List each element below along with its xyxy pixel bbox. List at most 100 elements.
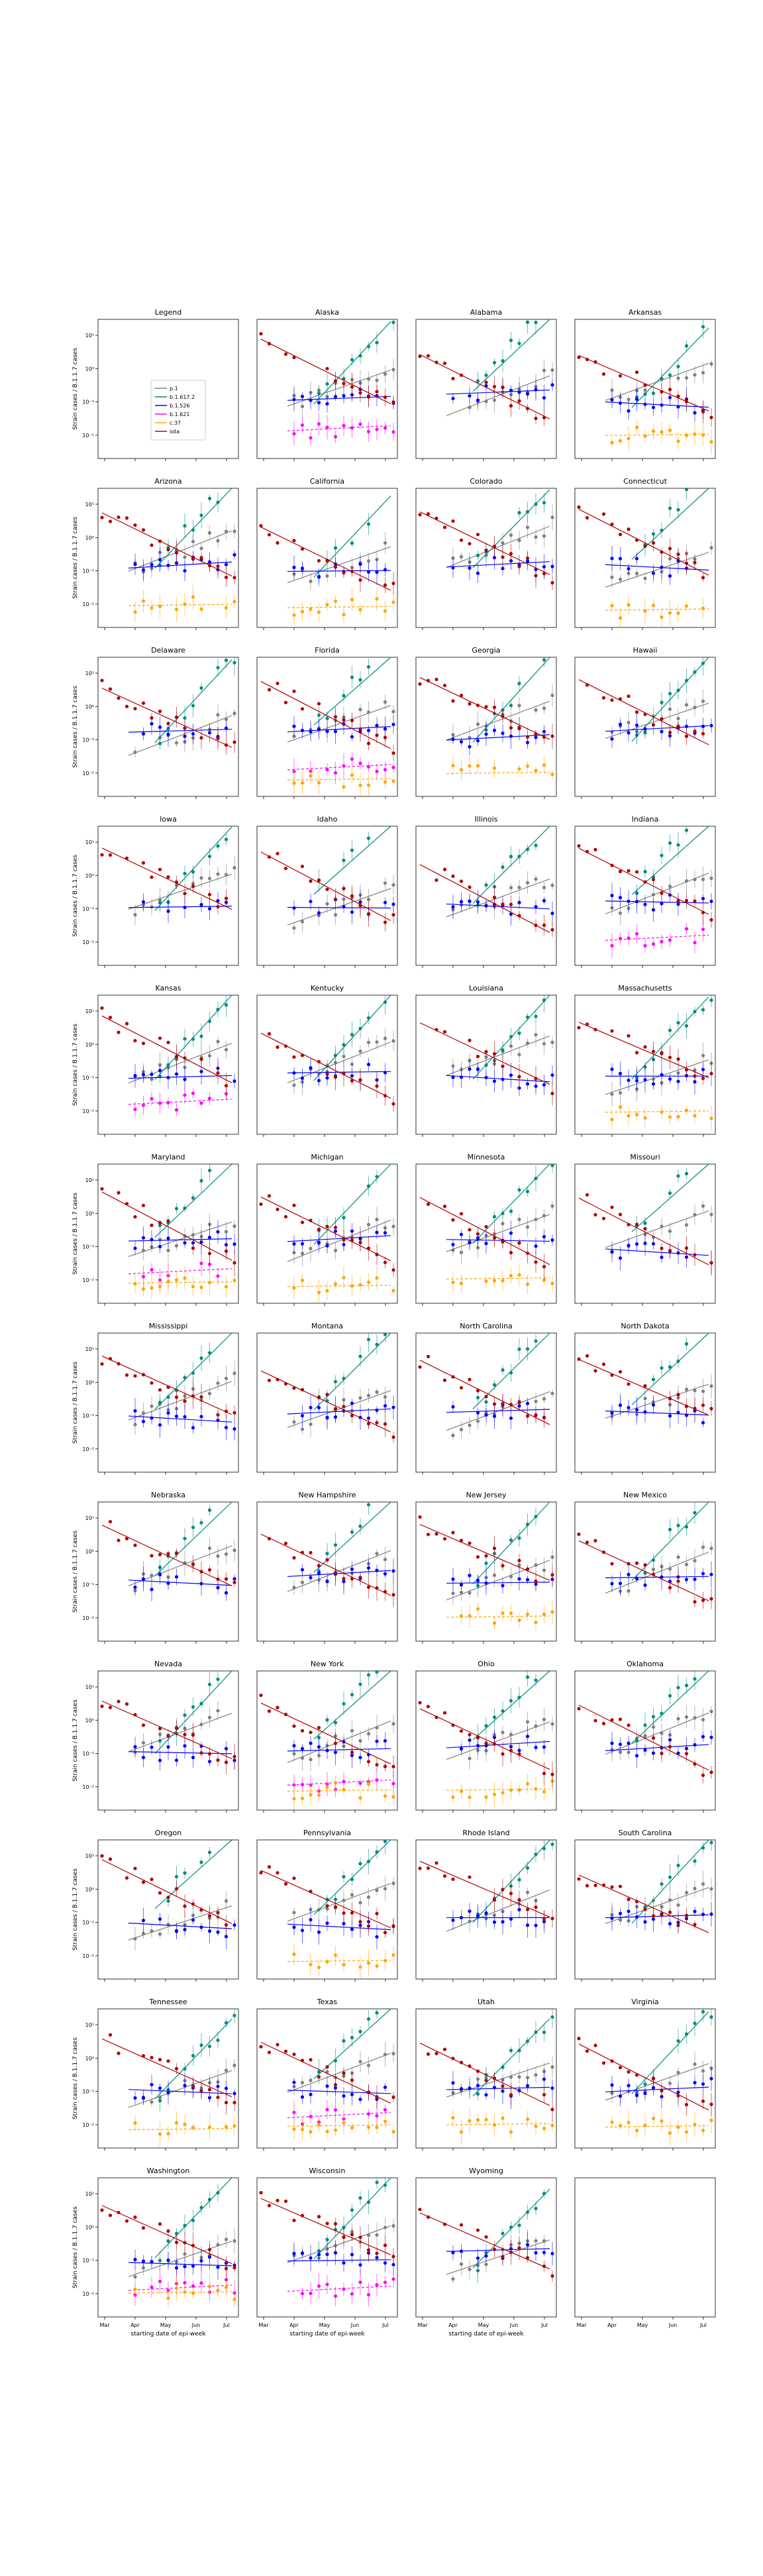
- series-iota: [577, 354, 713, 427]
- data-point: [668, 1567, 672, 1571]
- data-point: [660, 1110, 664, 1114]
- data-point: [158, 1739, 162, 1743]
- data-point: [317, 2075, 321, 2079]
- data-point: [317, 727, 321, 731]
- data-point: [577, 1532, 581, 1536]
- data-point: [709, 2015, 713, 2019]
- data-point: [191, 1562, 195, 1566]
- data-point: [358, 1965, 362, 1969]
- data-point: [492, 1546, 497, 1550]
- data-point: [383, 1959, 387, 1962]
- data-point: [283, 1541, 288, 1546]
- trend-line: [260, 1533, 391, 1596]
- data-point: [350, 541, 354, 545]
- data-point: [259, 524, 263, 528]
- data-point: [492, 1214, 497, 1218]
- data-point: [309, 579, 313, 583]
- trend-line: [287, 606, 391, 608]
- data-point: [542, 2092, 546, 2097]
- y-tick-label: 10⁰: [85, 1717, 94, 1723]
- data-point: [207, 1281, 212, 1285]
- data-point: [618, 374, 623, 378]
- trend-line: [605, 608, 709, 611]
- data-point: [383, 1395, 387, 1399]
- data-point: [501, 1583, 505, 1587]
- data-point: [166, 2229, 170, 2233]
- data-point: [141, 599, 146, 603]
- panel-frame: [97, 488, 239, 628]
- series-b-1-617-2: [313, 1670, 391, 1750]
- trend-line: [287, 369, 391, 407]
- data-point: [100, 1006, 104, 1010]
- data-point: [158, 1063, 162, 1067]
- data-point: [501, 1240, 505, 1244]
- data-point: [660, 1246, 664, 1250]
- data-point: [383, 900, 387, 904]
- data-point: [484, 1049, 488, 1053]
- trend-line: [605, 1712, 709, 1755]
- data-point: [643, 1241, 647, 1246]
- data-point: [207, 1168, 212, 1173]
- data-point: [366, 345, 371, 349]
- data-point: [325, 1289, 329, 1293]
- series-b-1-526: [605, 883, 713, 922]
- data-point: [517, 390, 521, 394]
- data-point: [232, 1548, 236, 1552]
- data-point: [183, 1927, 187, 1931]
- data-point: [342, 1275, 346, 1279]
- data-point: [232, 1261, 236, 1265]
- series-b-1-617-2: [631, 1332, 709, 1405]
- panel-title: Iowa: [160, 815, 177, 824]
- data-point: [199, 902, 203, 906]
- data-point: [191, 557, 195, 561]
- data-point: [668, 1875, 672, 1879]
- data-point: [610, 1718, 614, 1722]
- data-point: [150, 543, 154, 547]
- data-point: [434, 516, 438, 520]
- panel-title: Missouri: [630, 1153, 660, 1161]
- data-point: [317, 1930, 321, 1934]
- data-point: [224, 1084, 229, 1088]
- series-b-1-526: [128, 1733, 236, 1770]
- data-point: [292, 1797, 296, 1801]
- data-point: [333, 379, 338, 383]
- data-point: [684, 400, 689, 403]
- data-point: [350, 1877, 354, 1882]
- series-b-1-617-2: [631, 1501, 709, 1582]
- data-point: [517, 1536, 521, 1540]
- data-point: [342, 904, 346, 909]
- data-point: [133, 913, 137, 917]
- data-point: [476, 1232, 480, 1236]
- data-point: [108, 1016, 113, 1020]
- data-point: [350, 773, 354, 777]
- data-point: [709, 724, 713, 727]
- trend-line: [446, 1075, 550, 1083]
- data-point: [183, 905, 187, 910]
- series-b-1-617-2: [631, 1839, 713, 1924]
- data-point: [158, 558, 162, 562]
- trend-line: [578, 679, 709, 745]
- data-point: [309, 1890, 313, 1894]
- data-point: [676, 611, 680, 616]
- data-point: [166, 1385, 170, 1389]
- data-point: [501, 714, 505, 718]
- data-point: [166, 1923, 170, 1927]
- data-point: [141, 2266, 146, 2270]
- data-point: [342, 1962, 346, 1966]
- series-iota: [419, 1197, 550, 1280]
- data-point: [150, 1929, 154, 1933]
- y-tick-label: 10⁰: [85, 1210, 94, 1216]
- data-point: [158, 2222, 162, 2226]
- data-point: [391, 2051, 395, 2056]
- data-point: [618, 557, 623, 561]
- trend-line: [287, 705, 391, 743]
- panel-colorado: Colorado: [415, 477, 557, 630]
- data-point: [451, 2081, 455, 2085]
- x-tick-label: May: [160, 2322, 172, 2328]
- data-point: [709, 2102, 713, 2106]
- panel-louisiana: Louisiana: [415, 984, 557, 1137]
- data-point: [627, 1909, 631, 1913]
- y-tick-label: 10⁻¹: [82, 400, 94, 405]
- data-point: [684, 724, 689, 728]
- trend-line: [154, 1839, 232, 1909]
